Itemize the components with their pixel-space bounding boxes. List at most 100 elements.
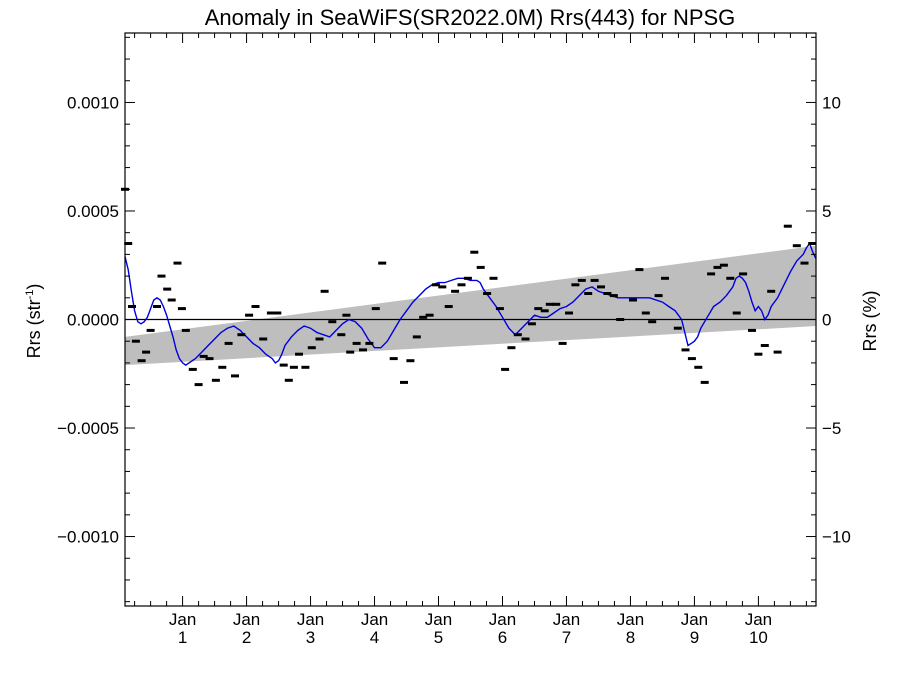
monthly-anomaly-marker bbox=[739, 272, 748, 276]
x-tick-label-year: 1 bbox=[178, 628, 187, 647]
monthly-anomaly-marker bbox=[273, 311, 282, 315]
monthly-anomaly-marker bbox=[513, 333, 522, 337]
x-tick-label-year: 8 bbox=[626, 628, 635, 647]
monthly-anomaly-marker bbox=[495, 307, 504, 311]
x-tick-label-year: 7 bbox=[562, 628, 571, 647]
monthly-anomaly-marker bbox=[371, 307, 380, 311]
monthly-anomaly-marker bbox=[444, 305, 453, 308]
x-tick-label-year: 3 bbox=[306, 628, 315, 647]
monthly-anomaly-marker bbox=[773, 350, 782, 354]
monthly-anomaly-marker bbox=[792, 244, 801, 248]
monthly-anomaly-marker bbox=[224, 341, 233, 345]
x-tick-label-month: Jan bbox=[297, 610, 324, 629]
monthly-anomaly-marker bbox=[545, 302, 554, 306]
monthly-anomaly-marker bbox=[359, 348, 367, 352]
monthly-anomaly-marker bbox=[783, 224, 792, 228]
y-tick-label: 0.0010 bbox=[67, 93, 119, 112]
monthly-anomaly-marker bbox=[767, 289, 776, 293]
x-tick-label-year: 2 bbox=[242, 628, 251, 647]
monthly-anomaly-marker bbox=[352, 341, 361, 345]
y-tick-label: −0.0005 bbox=[57, 419, 119, 438]
monthly-anomaly-marker bbox=[603, 292, 612, 295]
monthly-anomaly-marker bbox=[457, 283, 466, 287]
monthly-anomaly-marker bbox=[641, 311, 650, 315]
x-tick-label-month: Jan bbox=[553, 610, 580, 629]
monthly-anomaly-marker bbox=[199, 354, 208, 358]
monthly-anomaly-marker bbox=[584, 292, 593, 295]
monthly-anomaly-marker bbox=[470, 250, 479, 254]
monthly-anomaly-marker bbox=[451, 289, 460, 293]
monthly-anomaly-marker bbox=[760, 344, 769, 347]
monthly-anomaly-marker bbox=[301, 365, 310, 369]
monthly-anomaly-marker bbox=[378, 261, 387, 265]
x-tick-label-month: Jan bbox=[489, 610, 516, 629]
monthly-anomaly-marker bbox=[342, 313, 351, 317]
x-tick-label-month: Jan bbox=[425, 610, 452, 629]
monthly-anomaly-marker bbox=[295, 352, 303, 356]
ticks-layer: 0.0010 0.0005 0.0000 −0.0005 −0.0010 10 5 0 −5 −1… bbox=[57, 33, 851, 647]
monthly-anomaly-marker bbox=[400, 380, 408, 384]
monthly-anomaly-marker bbox=[365, 341, 374, 345]
monthly-anomaly-marker bbox=[476, 265, 485, 269]
monthly-anomaly-marker bbox=[315, 337, 324, 341]
monthly-anomaly-marker bbox=[552, 302, 561, 306]
monthly-anomaly-marker bbox=[251, 305, 260, 308]
monthly-anomaly-marker bbox=[609, 294, 618, 298]
monthly-anomaly-marker bbox=[540, 309, 549, 313]
monthly-anomaly-marker bbox=[124, 242, 133, 245]
monthly-anomaly-marker bbox=[431, 283, 440, 287]
y2-tick-label: 0 bbox=[822, 311, 831, 330]
monthly-anomaly-marker bbox=[507, 346, 516, 350]
monthly-anomaly-marker bbox=[629, 298, 637, 302]
monthly-anomaly-marker bbox=[489, 276, 498, 280]
monthly-anomaly-marker bbox=[748, 328, 756, 332]
monthly-anomaly-marker bbox=[177, 307, 186, 311]
x-tick-label-month: Jan bbox=[745, 610, 772, 629]
smoothed-anomaly-line bbox=[124, 242, 817, 366]
monthly-anomaly-marker bbox=[231, 374, 239, 378]
y-axis-left-label-main: Rrs (str bbox=[24, 299, 44, 358]
monthly-anomaly-marker bbox=[194, 383, 203, 387]
monthly-anomaly-marker bbox=[237, 333, 246, 337]
monthly-anomaly-marker bbox=[346, 350, 355, 354]
monthly-anomaly-marker bbox=[713, 265, 722, 269]
monthly-anomaly-marker bbox=[173, 261, 182, 265]
monthly-anomaly-marker bbox=[153, 305, 161, 308]
x-tick-label-year: 5 bbox=[434, 628, 443, 647]
x-tick-label-month: Jan bbox=[233, 610, 260, 629]
monthly-anomaly-marker bbox=[673, 326, 682, 330]
monthly-anomaly-marker bbox=[163, 287, 172, 291]
monthly-anomaly-marker bbox=[571, 283, 580, 287]
x-tick-label-year: 10 bbox=[749, 628, 768, 647]
monthly-anomaly-marker bbox=[131, 339, 140, 343]
monthly-anomaly-marker bbox=[279, 363, 288, 367]
x-tick-label-year: 6 bbox=[498, 628, 507, 647]
monthly-anomaly-marker bbox=[648, 320, 657, 324]
monthly-anomaly-marker bbox=[687, 357, 696, 361]
monthly-anomaly-marker bbox=[616, 318, 625, 321]
trend-band-layer bbox=[125, 245, 816, 366]
x-tick-label-month: Jan bbox=[361, 610, 388, 629]
monthly-anomaly-marker bbox=[146, 328, 155, 332]
monthly-anomaly-marker bbox=[137, 359, 146, 363]
monthly-anomaly-marker bbox=[483, 292, 492, 295]
x-tick-label-month: Jan bbox=[169, 610, 196, 629]
monthly-anomaly-marker bbox=[425, 313, 434, 317]
monthly-anomaly-marker bbox=[521, 337, 530, 341]
monthly-markers-layer bbox=[121, 187, 817, 387]
y2-tick-label: −10 bbox=[822, 528, 851, 547]
monthly-anomaly-marker bbox=[412, 335, 421, 339]
monthly-anomaly-marker bbox=[188, 367, 197, 371]
monthly-anomaly-marker bbox=[245, 313, 254, 317]
monthly-anomaly-marker bbox=[337, 333, 346, 337]
x-tick-label-month: Jan bbox=[681, 610, 708, 629]
monthly-anomaly-marker bbox=[700, 380, 709, 384]
monthly-anomaly-marker bbox=[211, 378, 220, 382]
monthly-anomaly-marker bbox=[128, 305, 136, 308]
x-tick-label-year: 9 bbox=[690, 628, 699, 647]
monthly-anomaly-marker bbox=[266, 311, 275, 315]
monthly-anomaly-marker bbox=[726, 276, 735, 280]
monthly-anomaly-marker bbox=[157, 274, 166, 278]
monthly-anomaly-marker bbox=[320, 289, 329, 293]
